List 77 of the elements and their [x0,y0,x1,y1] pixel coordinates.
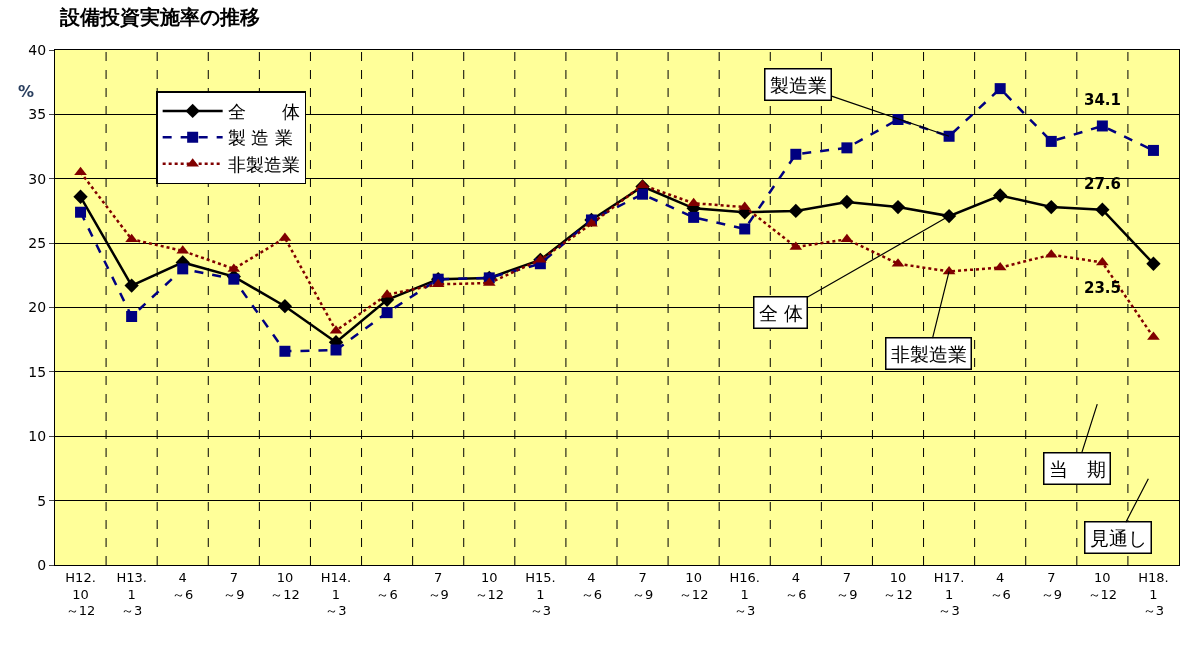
x-tick-label: H15. 1 ～3 [525,569,556,619]
point [1095,202,1110,217]
x-tick-label: 7 ～9 [631,569,654,602]
annotation: 非製造業 [890,342,967,365]
point [277,299,293,314]
point [943,130,955,142]
y-tick-label: 35 [28,106,47,123]
x-tick-label: H12. 10 ～12 [65,569,96,619]
x-tick-label: 7 ～9 [427,569,449,602]
point [124,278,139,293]
x-tick-label: 4 ～6 [785,569,807,602]
point [688,211,700,223]
point [788,203,803,219]
x-tick-label: 10 ～12 [678,569,709,602]
point [994,83,1006,95]
annotation: 見通し [1089,526,1147,549]
point [126,311,138,323]
y-tick-label: 40 [28,41,47,58]
point [1096,120,1108,132]
annotation: 全 体 [758,301,803,324]
x-tick-label: 10 ～12 [1087,569,1118,602]
y-tick-label: 10 [28,428,47,445]
point [177,263,189,275]
chart-title: 設備投資実施率の推移 [58,4,260,29]
x-tick-label: H13. 1 ～3 [116,569,147,619]
data-label: 23.5 [1084,279,1122,297]
legend-label: 非製造業 [227,153,300,175]
x-tick-label: H14. 1 ～3 [320,569,352,619]
point [941,208,957,224]
y-axis-title: % [18,82,35,101]
x-tick-label: H18. 1 ～3 [1138,569,1169,619]
x-tick-label: 4 ～6 [989,569,1011,602]
point [75,206,87,218]
point [839,194,855,210]
x-tick-label: 4 ～6 [172,569,194,602]
annotation: 当 期 [1048,457,1106,480]
point [74,166,87,176]
y-tick-label: 30 [28,170,47,187]
x-tick-label: H16. 1 ～3 [729,569,760,619]
point [381,307,393,319]
y-tick-label: 0 [37,556,47,573]
legend-label: 製 造 業 [227,127,294,149]
x-tick-label: 4 ～6 [580,569,603,602]
point [228,273,240,285]
point [739,223,751,235]
point [1045,135,1057,147]
x-tick-label: 7 ～9 [1040,569,1062,602]
x-tick-label: 7 ～9 [223,569,245,602]
point [1147,144,1159,156]
y-tick-label: 25 [28,235,47,252]
x-tick-label: 10 ～12 [270,569,300,602]
point [890,199,906,215]
point [279,345,291,357]
annotation: 製造業 [769,73,827,96]
point [942,265,956,275]
x-tick-label: 10 ～12 [883,569,913,602]
x-tick-label: 7 ～9 [836,569,858,602]
x-tick-label: 4 ～6 [376,569,398,602]
point [637,188,649,200]
y-tick-label: 5 [37,492,47,509]
data-label: 34.1 [1084,91,1122,109]
y-tick-label: 20 [28,299,47,316]
x-tick-label: H17. 1 ～3 [933,569,965,619]
point [790,148,802,160]
legend-label: 全 体 [227,100,300,122]
point [1096,256,1109,266]
point [1146,256,1161,271]
point [993,188,1008,203]
point [125,233,138,243]
y-tick-label: 15 [28,363,47,380]
x-tick-label: 10 ～12 [474,569,505,602]
point [73,189,88,204]
point [841,142,853,154]
point [840,233,854,243]
point [431,278,445,288]
point [330,344,342,356]
point [1044,199,1059,215]
